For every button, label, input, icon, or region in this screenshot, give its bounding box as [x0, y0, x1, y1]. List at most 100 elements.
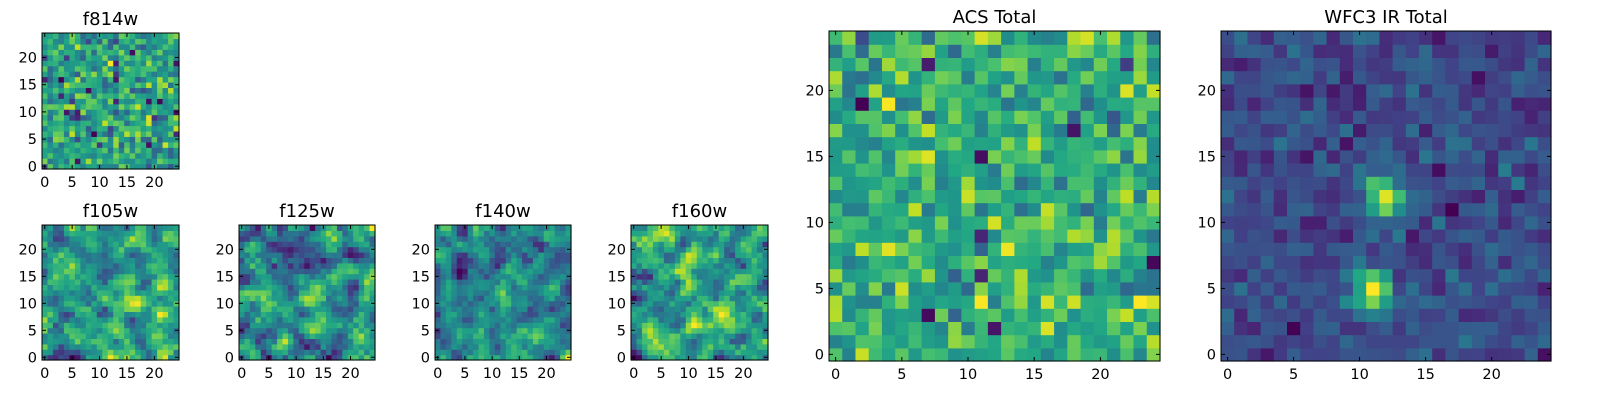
- f125w-cell: [271, 284, 278, 291]
- acs-total-cell: [1001, 229, 1015, 243]
- f160w-cell: [658, 316, 665, 323]
- f125w-cell: [320, 241, 327, 248]
- f105w-cell: [151, 316, 158, 323]
- acs-total-cell: [948, 229, 962, 243]
- wfc3-ir-total-cell: [1353, 268, 1367, 283]
- f160w-cell: [647, 338, 654, 345]
- f125w-cell: [336, 246, 343, 253]
- f125w-ytick-label: 15: [216, 269, 234, 285]
- f814w-cell: [135, 71, 142, 78]
- wfc3-ir-total-cell: [1221, 97, 1235, 111]
- f125w-cell: [336, 322, 343, 329]
- wfc3-ir-total-cell: [1234, 334, 1248, 349]
- f814w-cell: [118, 109, 125, 116]
- f140w-cell: [478, 354, 485, 361]
- acs-total-cell: [1133, 281, 1148, 296]
- f125w-cell: [326, 268, 333, 275]
- f125w-cell: [287, 322, 294, 329]
- f140w-cell: [462, 338, 469, 345]
- f140w-cell: [560, 322, 567, 329]
- f105w-cell: [91, 316, 98, 323]
- wfc3-ir-total-cell: [1326, 31, 1341, 45]
- wfc3-ir-total-cell: [1498, 229, 1512, 243]
- wfc3-ir-total-cell: [1445, 57, 1460, 72]
- f105w-cell: [162, 246, 169, 253]
- wfc3-ir-total-cell: [1247, 110, 1262, 124]
- f814w-cell: [157, 130, 164, 137]
- wfc3-ir-total-cell: [1313, 242, 1328, 256]
- f125w-cell: [244, 295, 251, 302]
- f814w-cell: [63, 109, 70, 116]
- f125w-cell: [260, 295, 267, 302]
- f160w-cell: [636, 268, 643, 275]
- f125w-cell: [260, 338, 267, 345]
- f105w-cell: [135, 230, 142, 237]
- wfc3-ir-total-cell: [1458, 136, 1473, 151]
- f160w-cell: [702, 279, 709, 285]
- f140w-cell: [456, 289, 463, 296]
- f125w-cell: [255, 295, 262, 302]
- f814w-cell: [58, 38, 65, 45]
- f814w-cell: [91, 103, 98, 110]
- f125w-cell: [315, 349, 322, 356]
- wfc3-ir-total-cell: [1234, 242, 1248, 256]
- wfc3-ir-total-cell: [1432, 215, 1446, 230]
- wfc3-ir-total-cell: [1458, 268, 1473, 283]
- wfc3-ir-total-cell: [1273, 70, 1288, 85]
- f814w-cell: [140, 76, 147, 83]
- f125w-cell: [255, 289, 262, 296]
- acs-total-cell: [1120, 149, 1135, 164]
- wfc3-ir-total-cell: [1273, 163, 1288, 177]
- f814w-cell: [118, 130, 125, 137]
- f814w-cell: [173, 65, 180, 72]
- acs-total-cell: [881, 347, 896, 362]
- f140w-cell: [522, 252, 529, 258]
- wfc3-ir-total-cell: [1300, 163, 1314, 177]
- f814w-cell: [52, 158, 60, 165]
- f105w-cell: [113, 230, 120, 237]
- f814w-cell: [47, 103, 54, 110]
- f125w-cell: [336, 338, 343, 345]
- acs-total-cell: [974, 57, 989, 72]
- acs-total-cell: [908, 70, 923, 85]
- f160w-cell: [746, 246, 753, 253]
- f125w-cell: [298, 273, 305, 280]
- f160w-cell: [707, 257, 714, 264]
- f160w-cell: [680, 322, 687, 329]
- f105w-cell: [96, 268, 103, 275]
- f140w-cell: [473, 230, 480, 237]
- f125w-cell: [353, 284, 360, 291]
- f140w-cell: [560, 295, 567, 302]
- f160w-cell: [735, 295, 742, 302]
- f160w-cell: [641, 349, 649, 356]
- f140w-cell: [565, 349, 572, 356]
- f814w-cell: [69, 71, 76, 78]
- f105w-cell: [118, 322, 125, 329]
- f125w-cell: [364, 338, 371, 345]
- acs-total-cell: [921, 97, 936, 111]
- acs-total-cell: [1040, 149, 1055, 164]
- f125w-cell: [298, 289, 305, 296]
- f140w-cell: [462, 349, 469, 356]
- acs-total-cell: [987, 229, 1002, 243]
- f125w-cell: [315, 284, 322, 291]
- f125w-cell: [255, 230, 262, 237]
- acs-total-cell: [842, 308, 857, 322]
- acs-total-cell: [1133, 136, 1148, 151]
- f105w-cell: [63, 295, 70, 302]
- f105w-cell: [129, 284, 136, 291]
- f814w-cell: [102, 49, 109, 56]
- acs-total-cell: [1001, 123, 1015, 138]
- wfc3-ir-total-cell: [1313, 308, 1328, 322]
- f814w-cell: [135, 49, 142, 56]
- wfc3-ir-total-cell: [1432, 70, 1446, 85]
- f814w-cell: [42, 43, 49, 50]
- f160w-cell: [735, 300, 742, 307]
- f814w-cell: [140, 114, 147, 121]
- wfc3-ir-total-cell: [1287, 334, 1301, 349]
- f814w-cell: [162, 120, 169, 127]
- f814w-cell: [135, 163, 142, 170]
- f105w-cell: [173, 349, 180, 356]
- acs-total-cell: [948, 163, 962, 177]
